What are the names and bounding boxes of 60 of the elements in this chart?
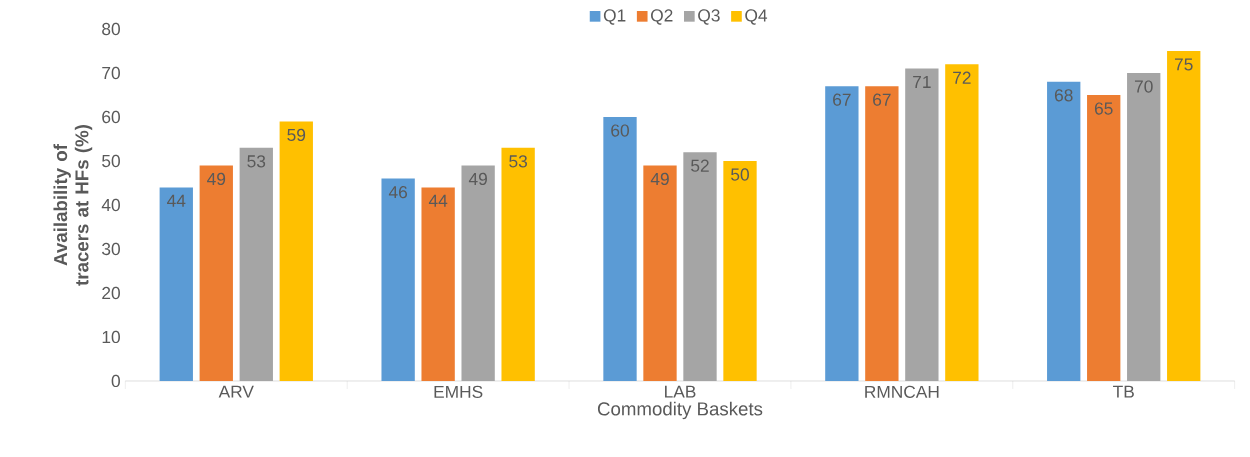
data-label: 59 [287, 128, 306, 142]
data-label: 75 [1174, 58, 1193, 71]
legend-label: Q1 [603, 9, 626, 25]
bar [239, 147, 273, 381]
bar [825, 86, 859, 381]
data-label: 65 [1094, 102, 1113, 115]
y-tick-label: 40 [101, 198, 120, 212]
y-tick-label: 80 [102, 22, 120, 36]
bar [501, 147, 535, 381]
x-tick-label: EMHS [434, 385, 483, 398]
data-label: 53 [509, 155, 528, 168]
bar [461, 165, 495, 381]
bar [159, 187, 193, 381]
bar [643, 165, 677, 381]
bar [279, 121, 313, 381]
bar [421, 187, 455, 381]
y-tick-label: 70 [102, 66, 120, 80]
data-label: 49 [468, 172, 487, 186]
data-label: 44 [428, 194, 448, 207]
x-tick-label: ARV [218, 385, 254, 398]
y-tick-label: 0 [111, 374, 120, 388]
data-label: 67 [833, 93, 851, 106]
bar [683, 152, 717, 381]
bar [723, 161, 757, 381]
bar [945, 64, 979, 381]
bar [381, 178, 415, 381]
x-axis-title: Commodity Baskets [597, 401, 763, 420]
y-tick-label: 60 [102, 110, 120, 124]
legend-label: Q4 [745, 9, 768, 25]
data-label: 46 [388, 185, 408, 199]
data-label: 50 [731, 168, 749, 181]
data-label: 67 [873, 93, 891, 106]
y-tick-label: 20 [102, 286, 120, 300]
bar [1087, 95, 1121, 381]
data-label: 68 [1054, 89, 1073, 102]
y-axis-title: Availability of tracers at HFs (%) [53, 125, 93, 286]
y-tick-label: 50 [102, 154, 120, 168]
bar [1047, 81, 1081, 381]
x-tick-label: TB [1113, 385, 1134, 398]
data-label: 49 [207, 172, 226, 186]
x-tick-label: LAB [665, 385, 696, 398]
legend-label: Q3 [698, 9, 720, 25]
bar [603, 117, 637, 381]
data-label: 53 [247, 155, 266, 168]
data-label: 70 [1134, 80, 1153, 93]
bar [1167, 51, 1201, 381]
data-label: 44 [167, 194, 186, 207]
y-tick-label: 30 [102, 242, 120, 256]
data-label: 49 [650, 172, 669, 186]
data-label: 72 [953, 71, 971, 84]
data-label: 52 [691, 159, 709, 172]
data-label: 60 [611, 124, 629, 137]
bar [1127, 73, 1161, 381]
bar [865, 86, 899, 381]
bar [905, 68, 939, 381]
data-label: 71 [913, 75, 931, 88]
x-tick-label: RMNCAH [865, 385, 939, 398]
y-tick-label: 10 [102, 330, 120, 344]
bar [199, 165, 233, 381]
legend-label: Q2 [651, 9, 673, 25]
